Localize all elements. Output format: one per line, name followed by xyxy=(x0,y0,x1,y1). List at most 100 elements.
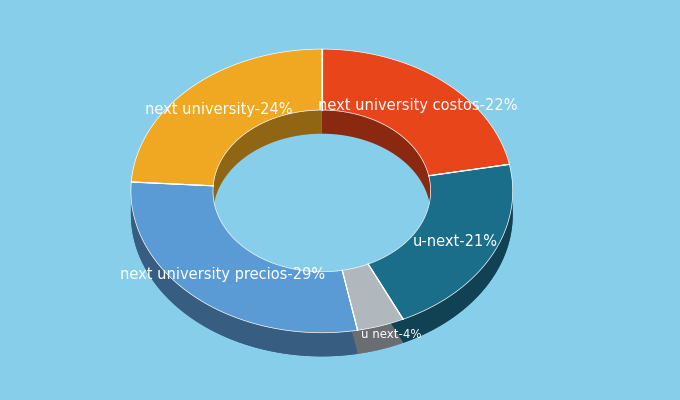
Polygon shape xyxy=(198,298,199,323)
Polygon shape xyxy=(260,258,261,282)
Polygon shape xyxy=(326,272,327,295)
Polygon shape xyxy=(161,267,162,292)
Polygon shape xyxy=(274,264,275,288)
Polygon shape xyxy=(261,258,262,282)
Polygon shape xyxy=(449,296,450,320)
Polygon shape xyxy=(450,295,452,320)
Polygon shape xyxy=(246,321,248,345)
Polygon shape xyxy=(405,318,407,342)
Polygon shape xyxy=(205,304,207,328)
Polygon shape xyxy=(258,256,259,280)
Polygon shape xyxy=(220,311,222,335)
Polygon shape xyxy=(276,264,277,288)
Polygon shape xyxy=(226,314,228,338)
Polygon shape xyxy=(149,252,150,276)
Polygon shape xyxy=(473,276,474,301)
Polygon shape xyxy=(421,312,422,336)
Polygon shape xyxy=(326,333,328,356)
Polygon shape xyxy=(480,270,481,294)
Polygon shape xyxy=(430,307,432,331)
Polygon shape xyxy=(169,276,170,300)
Polygon shape xyxy=(159,265,160,290)
Polygon shape xyxy=(452,294,453,318)
Polygon shape xyxy=(199,300,200,324)
Polygon shape xyxy=(245,321,246,345)
Polygon shape xyxy=(209,305,210,330)
Polygon shape xyxy=(324,272,326,295)
Polygon shape xyxy=(179,285,180,310)
Polygon shape xyxy=(432,306,434,330)
Polygon shape xyxy=(155,260,156,284)
Polygon shape xyxy=(224,313,226,337)
Polygon shape xyxy=(256,324,258,348)
Polygon shape xyxy=(411,316,412,340)
Polygon shape xyxy=(237,318,239,342)
Polygon shape xyxy=(271,328,273,352)
Polygon shape xyxy=(324,333,326,356)
Polygon shape xyxy=(322,49,509,176)
Polygon shape xyxy=(262,326,265,350)
Polygon shape xyxy=(273,328,275,352)
Polygon shape xyxy=(201,301,203,326)
Polygon shape xyxy=(253,254,254,278)
Polygon shape xyxy=(471,279,472,303)
Polygon shape xyxy=(166,273,167,297)
Polygon shape xyxy=(265,260,267,284)
Polygon shape xyxy=(439,302,440,327)
Polygon shape xyxy=(312,332,314,356)
Text: next university precios-29%: next university precios-29% xyxy=(120,267,325,282)
Text: next university-24%: next university-24% xyxy=(146,102,293,117)
Polygon shape xyxy=(311,271,312,295)
Polygon shape xyxy=(414,314,415,338)
Polygon shape xyxy=(160,266,161,291)
Polygon shape xyxy=(479,270,480,295)
Polygon shape xyxy=(253,323,254,347)
Polygon shape xyxy=(151,254,152,278)
Polygon shape xyxy=(333,332,335,356)
Polygon shape xyxy=(342,332,344,356)
Polygon shape xyxy=(147,248,148,273)
Polygon shape xyxy=(354,330,356,354)
Polygon shape xyxy=(174,281,175,306)
Polygon shape xyxy=(241,320,243,344)
Polygon shape xyxy=(290,268,291,292)
Polygon shape xyxy=(419,313,420,337)
Polygon shape xyxy=(299,270,300,294)
Polygon shape xyxy=(474,276,475,300)
Polygon shape xyxy=(420,312,421,336)
Polygon shape xyxy=(263,259,264,283)
Polygon shape xyxy=(282,330,283,353)
Polygon shape xyxy=(275,264,276,288)
Polygon shape xyxy=(243,320,245,344)
Polygon shape xyxy=(165,272,166,296)
Polygon shape xyxy=(157,263,158,288)
Polygon shape xyxy=(281,266,282,290)
Polygon shape xyxy=(279,329,282,353)
Polygon shape xyxy=(436,304,437,328)
Polygon shape xyxy=(163,270,164,294)
Polygon shape xyxy=(246,249,247,273)
Polygon shape xyxy=(251,323,253,347)
Polygon shape xyxy=(356,330,358,354)
Polygon shape xyxy=(267,261,268,285)
Polygon shape xyxy=(131,182,358,333)
Polygon shape xyxy=(192,295,194,320)
Polygon shape xyxy=(289,268,290,292)
Polygon shape xyxy=(424,310,425,334)
Polygon shape xyxy=(313,272,314,295)
Polygon shape xyxy=(262,258,263,282)
Polygon shape xyxy=(461,287,462,312)
Polygon shape xyxy=(235,317,237,342)
Polygon shape xyxy=(285,330,286,354)
Polygon shape xyxy=(316,272,318,295)
Polygon shape xyxy=(305,271,307,294)
Polygon shape xyxy=(170,277,171,302)
Polygon shape xyxy=(422,311,423,335)
Polygon shape xyxy=(309,332,311,356)
Polygon shape xyxy=(156,262,157,286)
Polygon shape xyxy=(448,296,449,321)
Polygon shape xyxy=(305,332,307,356)
Polygon shape xyxy=(265,326,266,350)
Polygon shape xyxy=(460,288,461,312)
Polygon shape xyxy=(425,310,426,334)
